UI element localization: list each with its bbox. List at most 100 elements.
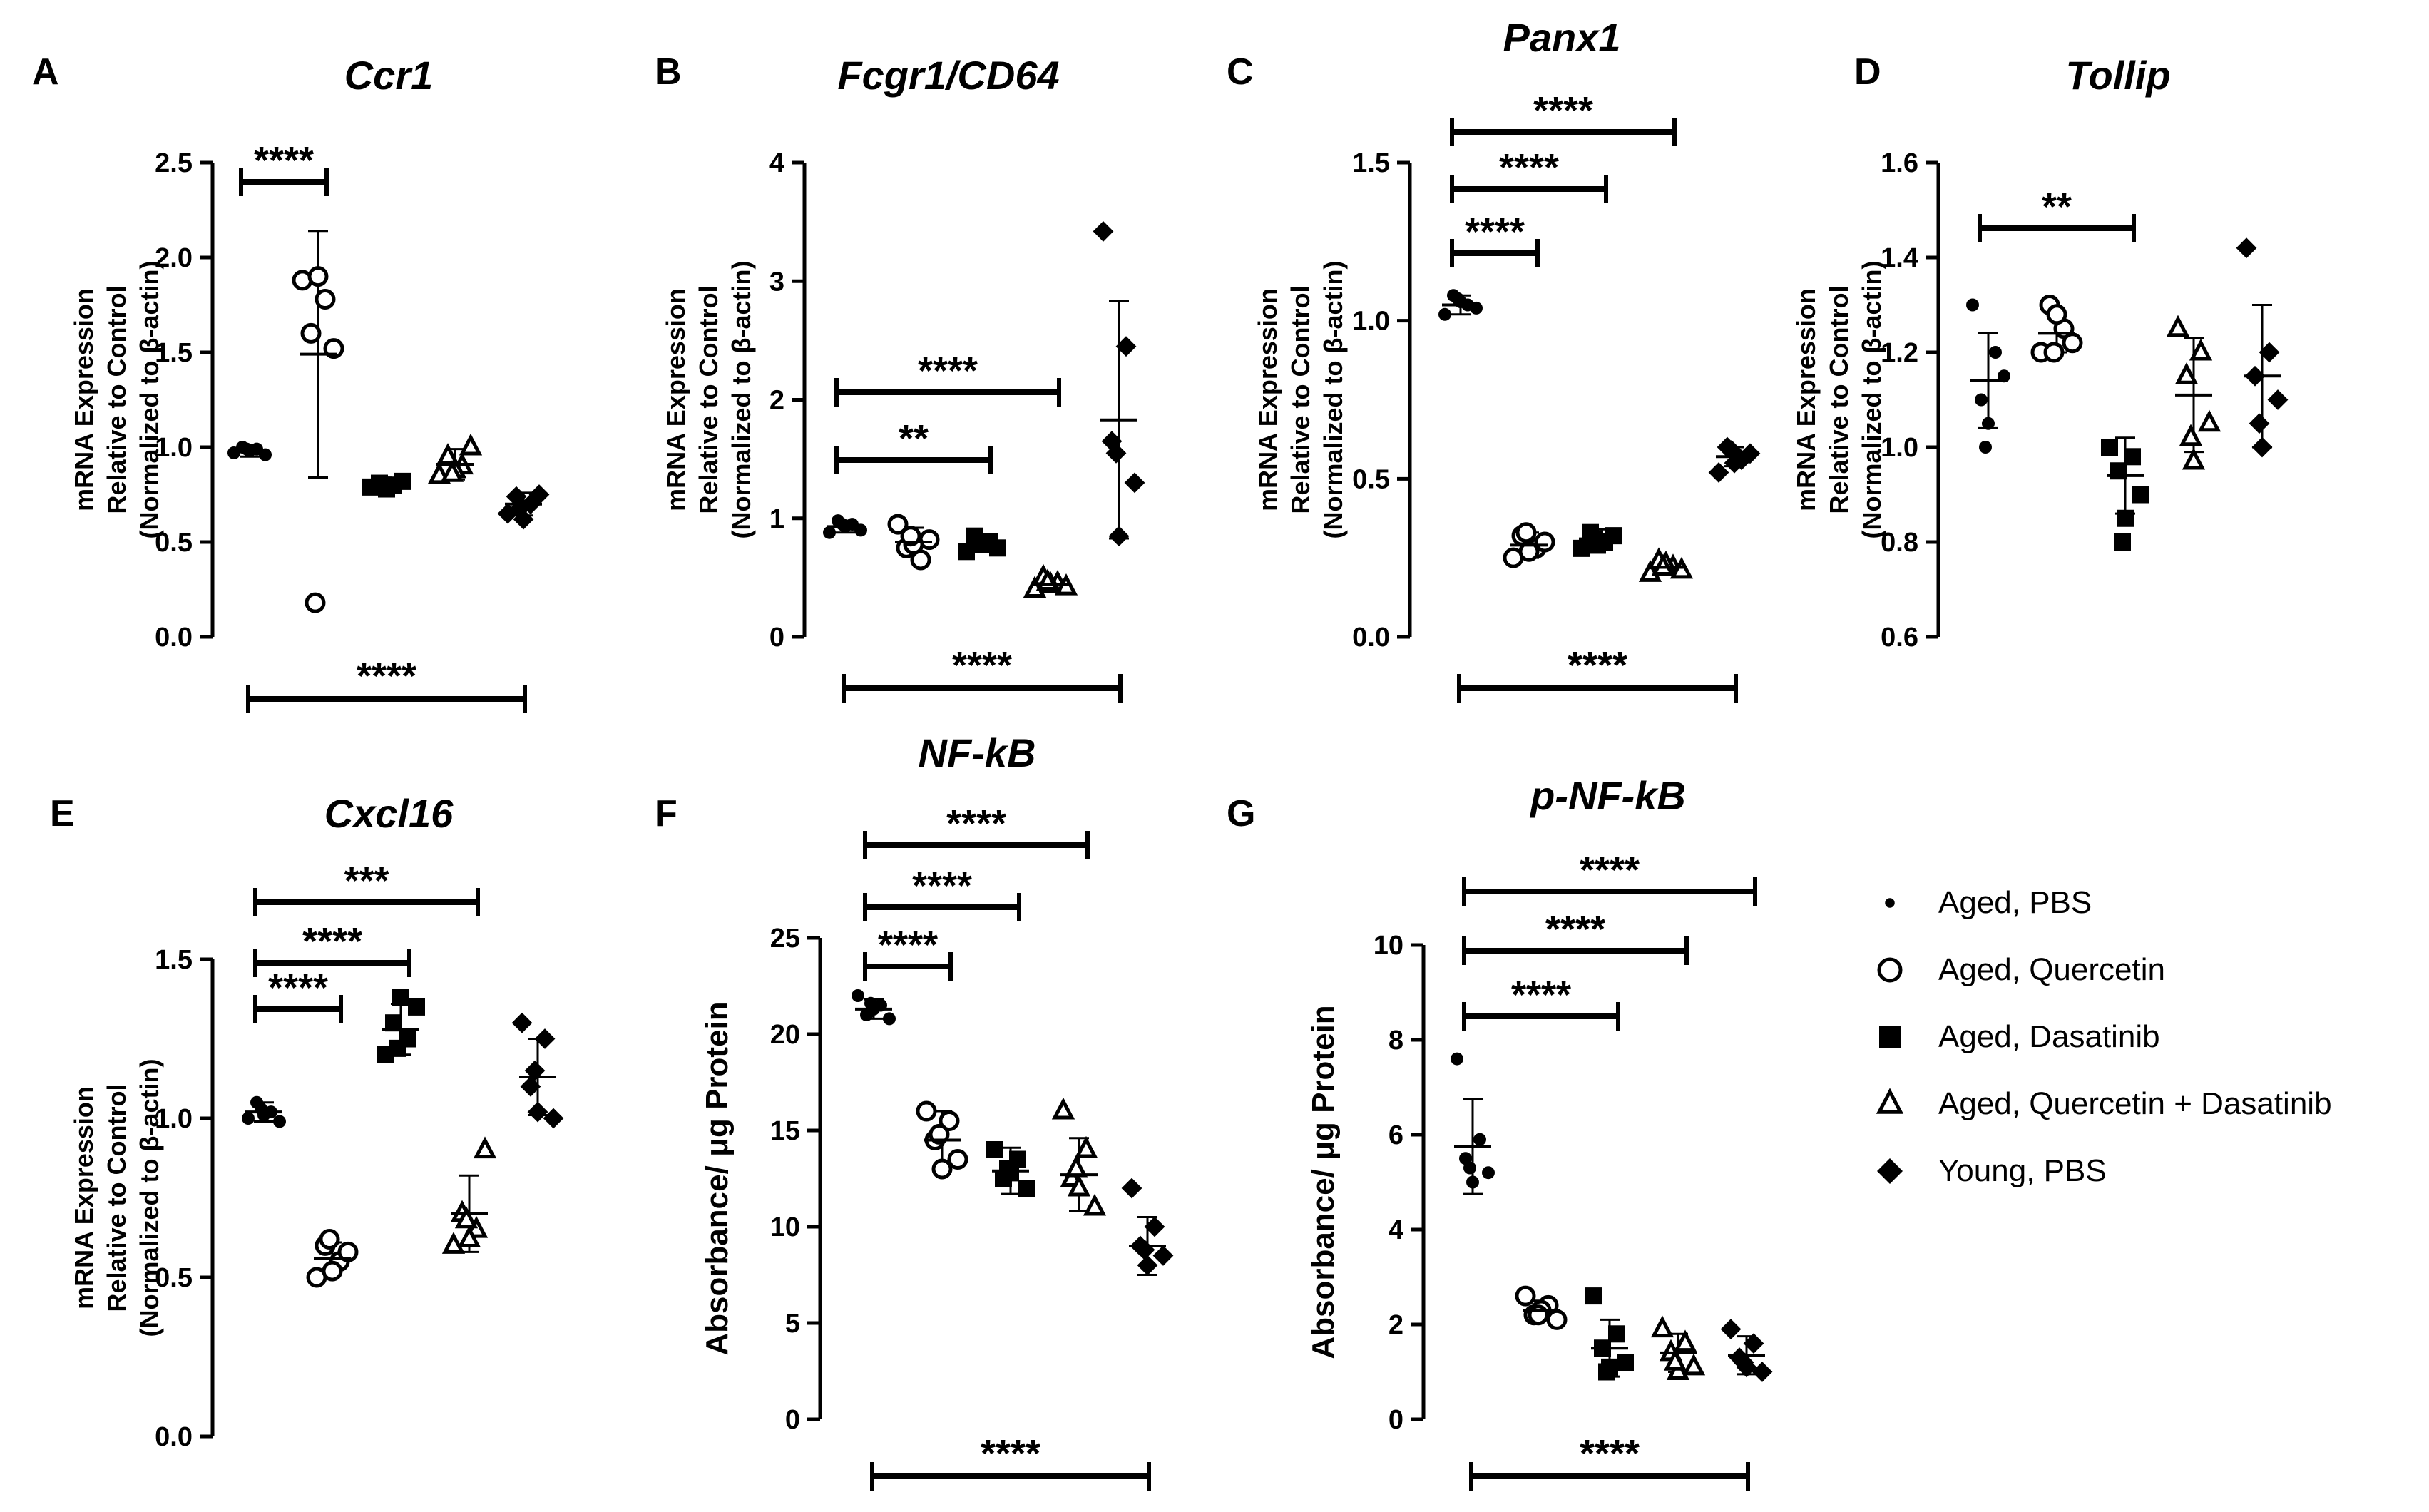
- y-axis-label-line: (Normalized to β-actin): [1857, 261, 1886, 539]
- significance-bracket: ***: [253, 859, 480, 916]
- bottom-significance-bracket: ****: [870, 1432, 1151, 1491]
- data-point: [441, 1232, 466, 1254]
- significance-label: ****: [1511, 974, 1571, 1016]
- panel-title: p-NF-kB: [1529, 773, 1686, 818]
- data-point: [524, 1060, 546, 1081]
- y-axis-label-line: (Normalized to β-actin): [1319, 261, 1348, 539]
- data-point: [305, 592, 326, 613]
- data-point: [273, 1115, 286, 1128]
- series-circle-open: [2030, 295, 2083, 363]
- data-point: [1598, 1363, 1615, 1381]
- data-point: [1463, 1161, 1476, 1175]
- data-point: [1124, 472, 1145, 494]
- legend-marker: [1879, 1026, 1901, 1048]
- data-point: [1617, 1354, 1634, 1371]
- data-point: [1669, 556, 1694, 579]
- legend-label: Aged, Dasatinib: [1938, 1019, 2160, 1054]
- data-point: [1515, 1285, 1536, 1307]
- series-square-filled: [2101, 436, 2149, 551]
- panel-letter: G: [1227, 793, 1255, 834]
- data-point: [999, 1160, 1016, 1178]
- data-point: [1682, 1353, 1706, 1376]
- bottom-significance-bracket: ****: [842, 644, 1123, 703]
- data-point: [1663, 1349, 1687, 1371]
- data-point: [1605, 527, 1622, 545]
- data-point: [1720, 1319, 1742, 1340]
- panel-title: Tollip: [2065, 53, 2170, 98]
- data-point: [1515, 522, 1537, 543]
- data-point: [1451, 1052, 1463, 1066]
- data-point: [1989, 346, 2002, 359]
- panel-title: NF-kB: [919, 730, 1036, 775]
- panel-title: Fcgr1/CD64: [837, 53, 1059, 98]
- data-point: [1067, 1174, 1091, 1197]
- significance-label: ****: [878, 924, 938, 966]
- series-square-filled: [1573, 523, 1622, 557]
- significance-bracket: ****: [253, 920, 411, 977]
- data-point: [2043, 342, 2065, 363]
- data-point: [1064, 1155, 1088, 1178]
- significance-bracket: ****: [253, 966, 343, 1023]
- series-circle-filled: [852, 989, 896, 1026]
- data-point: [864, 996, 877, 1010]
- y-tick-label: 0.0: [155, 623, 193, 653]
- series-triangle-open: [427, 433, 483, 484]
- y-tick-label: 0.5: [155, 528, 193, 558]
- series-circle-filled: [1438, 289, 1483, 321]
- y-tick-label: 4: [1389, 1215, 1403, 1245]
- significance-label: ****: [1580, 849, 1640, 892]
- data-point: [1074, 1135, 1098, 1158]
- data-point: [1482, 1166, 1495, 1180]
- significance-label: ****: [981, 1432, 1040, 1475]
- legend-item: Aged, Quercetin: [1877, 952, 2165, 987]
- data-point: [300, 322, 322, 344]
- y-axis-label-line: (Normalized to β-actin): [135, 261, 164, 539]
- y-axis-label-line: mRNA Expression: [69, 1086, 98, 1309]
- data-point: [1585, 1287, 1602, 1305]
- series-circle-filled: [823, 514, 867, 539]
- y-tick-label: 3: [769, 267, 784, 297]
- series-circle-filled: [1966, 298, 2010, 454]
- data-point: [2174, 362, 2199, 384]
- panel-letter: C: [1227, 51, 1254, 93]
- data-point: [457, 1225, 481, 1247]
- y-axis-label-line: Relative to Control: [1824, 285, 1853, 514]
- significance-bracket: ****: [1462, 974, 1620, 1031]
- data-point: [1093, 221, 1114, 242]
- series-square-filled: [362, 472, 411, 498]
- y-tick-label: 1.0: [155, 1104, 193, 1134]
- data-point: [1108, 526, 1130, 547]
- data-point: [2197, 409, 2221, 432]
- legend-item: Aged, Dasatinib: [1879, 1019, 2160, 1054]
- data-point: [534, 1028, 556, 1049]
- data-point: [1473, 1133, 1486, 1146]
- series-triangle-open: [2166, 315, 2221, 470]
- data-point: [319, 1228, 340, 1250]
- data-point: [2117, 509, 2134, 527]
- data-point: [1733, 1352, 1754, 1373]
- y-axis-label: Absorbance/ μg Protein: [700, 1001, 735, 1355]
- legend: Aged, PBS Aged, Quercetin Aged, Dasatinib A…: [1876, 885, 2332, 1188]
- panel-title: Panx1: [1503, 15, 1621, 60]
- legend-label: Aged, PBS: [1938, 885, 2092, 920]
- y-tick-label: 2: [769, 386, 784, 416]
- data-point: [527, 1101, 548, 1123]
- data-point: [473, 1136, 497, 1159]
- legend-marker: [1885, 898, 1895, 908]
- data-point: [1998, 369, 2010, 383]
- panel-letter: B: [655, 51, 682, 93]
- series-circle-open: [306, 1228, 359, 1288]
- data-point: [1144, 1216, 1165, 1237]
- data-point: [1121, 1178, 1142, 1199]
- series-circle-filled: [227, 441, 272, 461]
- data-point: [2189, 338, 2213, 361]
- significance-bracket: ****: [239, 139, 329, 196]
- data-point: [883, 1012, 896, 1026]
- significance-label: ****: [1545, 908, 1605, 951]
- data-point: [240, 442, 253, 456]
- data-point: [1137, 1255, 1158, 1276]
- significance-label: ****: [1533, 89, 1593, 132]
- data-point: [929, 1123, 950, 1145]
- y-tick-label: 25: [770, 924, 800, 954]
